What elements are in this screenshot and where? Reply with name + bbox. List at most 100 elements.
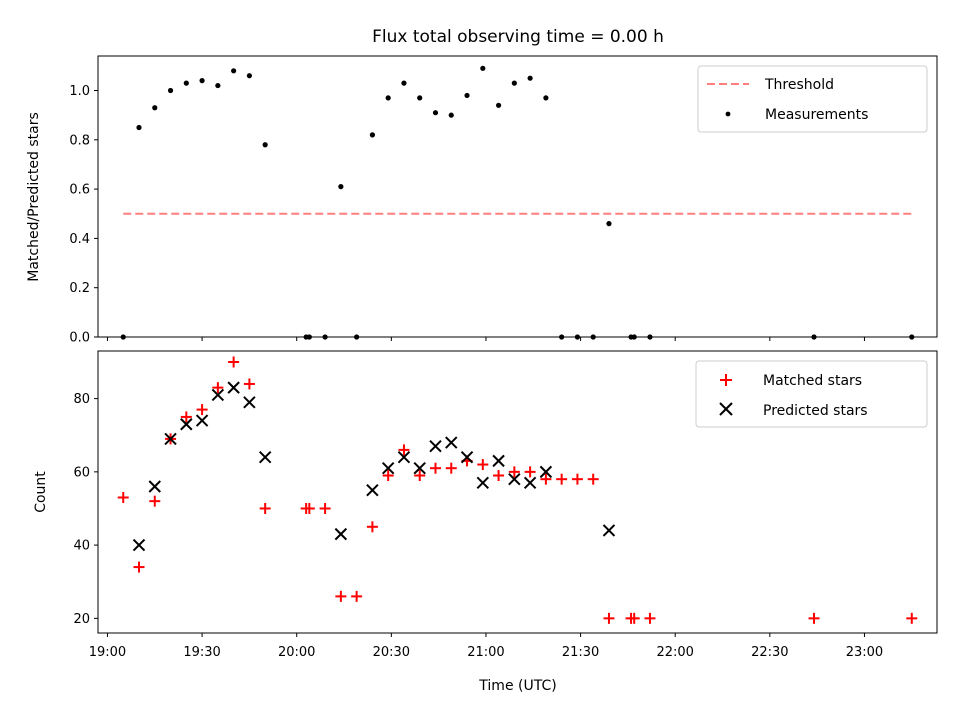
- ratio-legend-box: [697, 65, 928, 133]
- matched-star-marker: [556, 473, 568, 485]
- predicted-star-marker: [334, 527, 348, 541]
- measurement-point: [464, 92, 470, 99]
- x-tick-label: 19:00: [89, 645, 126, 660]
- measurement-point: [401, 80, 407, 86]
- count-y-axis: 20 40 60 80: [73, 392, 98, 627]
- predicted-stars-legend-label: Predicted stars: [763, 403, 868, 419]
- count-y-tick-label: 40: [73, 539, 90, 554]
- measurement-point: [338, 184, 344, 190]
- ratio-legend: Threshold Measurements: [697, 65, 928, 133]
- ratio-y-tick-label: 0.4: [69, 232, 90, 247]
- matched-star-marker: [117, 491, 129, 503]
- predicted-star-marker: [366, 483, 379, 497]
- x-tick-label: 23:00: [846, 645, 883, 660]
- matched-star-marker: [398, 444, 410, 456]
- matched-star-marker: [303, 502, 315, 514]
- predicted-star-marker: [164, 432, 177, 446]
- matched-star-marker: [644, 612, 656, 624]
- x-tick-label: 22:00: [656, 645, 693, 660]
- ratio-x-axis-ticks: [106, 337, 865, 341]
- measurement-point: [136, 124, 142, 131]
- matched-star-marker: [571, 473, 583, 485]
- predicted-stars-legend-icon: [719, 402, 733, 416]
- matched-star-marker: [366, 521, 378, 533]
- matched-star-marker: [587, 473, 599, 485]
- predicted-star-marker: [445, 436, 458, 449]
- ratio-panel: Flux total observing time = 0.00 h Match…: [26, 27, 938, 346]
- ratio-y-axis-label: Matched/Predicted stars: [26, 112, 42, 282]
- matched-star-marker: [508, 466, 520, 478]
- predicted-star-marker: [381, 461, 395, 475]
- count-x-axis: 19:00 19:30 20:00 20:30 21:00 21:30 22:00 22:30…: [89, 633, 883, 660]
- predicted-star-marker: [148, 480, 161, 493]
- matched-star-marker: [259, 502, 271, 514]
- count-y-tick-label: 60: [73, 465, 90, 480]
- matched-star-marker: [319, 502, 331, 514]
- predicted-star-marker: [460, 451, 474, 464]
- predicted-star-marker: [211, 388, 225, 402]
- count-y-tick-label: 20: [73, 612, 90, 627]
- x-axis-label: Time (UTC): [478, 678, 556, 694]
- x-tick-label: 20:00: [278, 645, 315, 660]
- ratio-y-tick-label: 0.8: [69, 133, 90, 148]
- predicted-star-marker: [397, 451, 411, 464]
- predicted-star-marker: [539, 465, 553, 479]
- predicted-star-marker: [243, 396, 256, 409]
- predicted-star-marker: [227, 381, 240, 394]
- x-tick-label: 21:00: [467, 645, 504, 660]
- count-plot-frame: [97, 350, 938, 634]
- matched-star-marker: [445, 462, 457, 474]
- measurement-point: [246, 73, 252, 79]
- ratio-y-tick-label: 0.2: [69, 281, 90, 296]
- x-tick-label: 22:30: [751, 645, 788, 660]
- measurement-point: [495, 102, 502, 108]
- matched-star-marker: [196, 404, 208, 416]
- measurements-legend-label: Measurements: [765, 107, 868, 123]
- matched-star-marker: [228, 356, 240, 368]
- matched-star-marker: [149, 495, 161, 507]
- matched-star-marker: [628, 612, 640, 624]
- matched-star-marker: [603, 612, 615, 624]
- measurement-point: [385, 95, 391, 101]
- predicted-star-marker: [132, 538, 146, 552]
- predicted-star-marker: [413, 461, 426, 475]
- predicted-star-marker: [602, 524, 616, 537]
- count-y-axis-label: Count: [33, 471, 49, 513]
- measurement-point: [606, 221, 612, 227]
- count-y-tick-label: 80: [73, 392, 90, 407]
- matched-star-marker: [335, 590, 347, 602]
- measurement-point: [511, 80, 517, 86]
- measurements-legend-icon: [725, 111, 731, 117]
- matched-star-marker: [477, 459, 489, 471]
- predicted-star-marker: [508, 472, 521, 486]
- matched-star-marker: [133, 561, 145, 573]
- measurement-points: [120, 65, 915, 340]
- ratio-y-axis: 0.0 0.2 0.4 0.6 0.8 1.0: [69, 84, 98, 346]
- ratio-y-tick-label: 0.0: [69, 331, 90, 346]
- ratio-plot-frame: [97, 55, 938, 338]
- predicted-star-marker: [195, 414, 209, 427]
- measurement-point: [369, 132, 376, 138]
- measurement-point: [262, 142, 268, 148]
- count-legend-box: [695, 360, 928, 428]
- x-tick-label: 21:30: [562, 645, 599, 660]
- measurement-point: [432, 110, 439, 116]
- matched-stars-legend-label: Matched stars: [763, 373, 862, 389]
- count-legend: Matched stars Predicted stars: [695, 360, 928, 428]
- measurement-point: [231, 68, 237, 74]
- measurement-point: [480, 65, 486, 71]
- matched-star-marker: [540, 473, 552, 485]
- matched-star-marker: [351, 590, 363, 602]
- predicted-star-marker: [492, 454, 505, 468]
- measurement-point: [152, 105, 158, 111]
- matched-star-marker: [243, 378, 255, 390]
- measurement-point: [543, 95, 549, 101]
- measurement-point: [183, 80, 189, 86]
- matched-star-marker: [493, 470, 505, 482]
- predicted-star-marker: [258, 451, 272, 464]
- predicted-star-marker: [476, 476, 490, 490]
- measurement-point: [448, 112, 454, 118]
- x-tick-label: 20:30: [373, 645, 410, 660]
- count-panel: Count Time (UTC) 20 40 60 80 19:00 19:30 20:0…: [33, 350, 938, 694]
